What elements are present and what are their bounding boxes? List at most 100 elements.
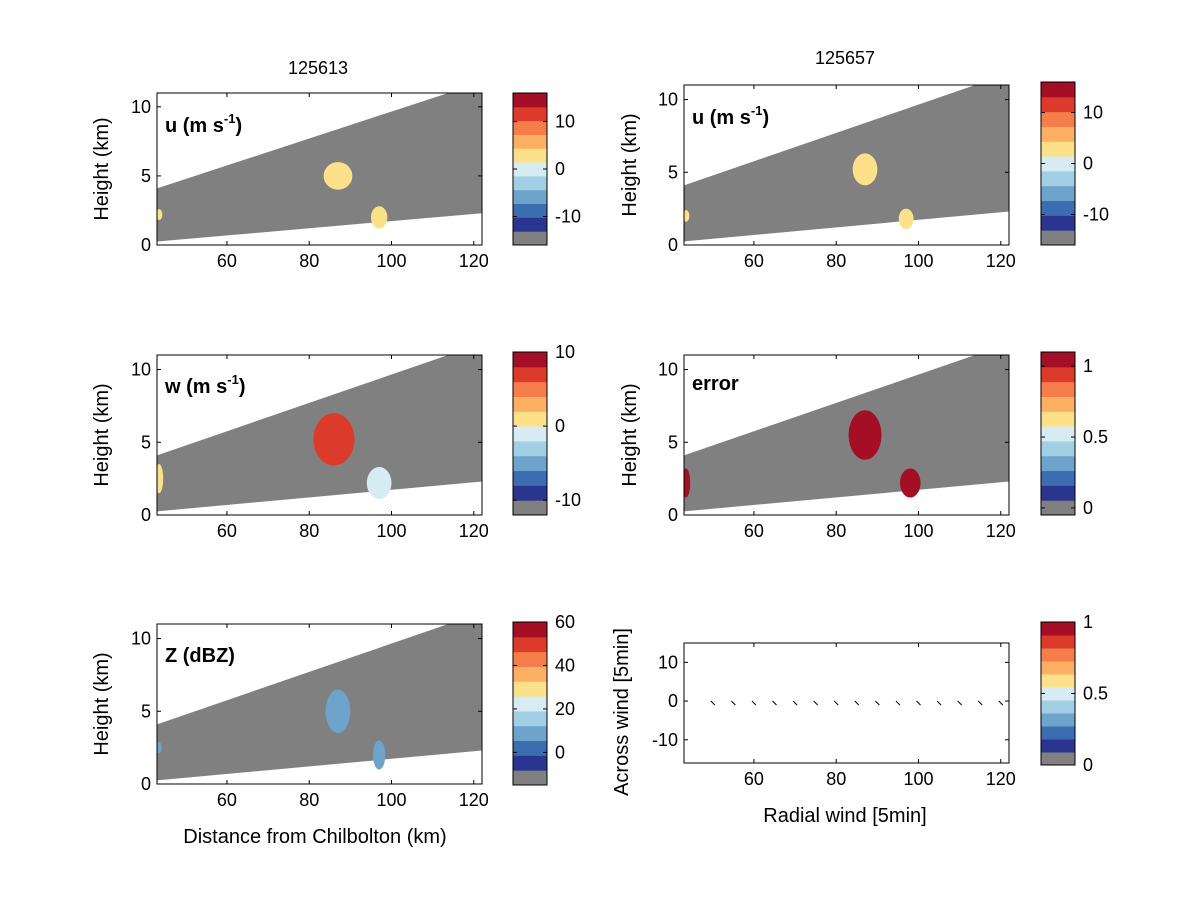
y-axis-label: Height (km) bbox=[91, 383, 113, 486]
y-tick-label: 5 bbox=[141, 432, 151, 452]
colorbar-swatch bbox=[513, 651, 547, 667]
colorbar-tick-label: 10 bbox=[1083, 103, 1103, 123]
colorbar-swatch bbox=[1041, 635, 1075, 649]
axes-frame bbox=[156, 623, 483, 785]
y-tick-label: 10 bbox=[658, 360, 678, 380]
wind-vector bbox=[710, 700, 716, 706]
x-tick-label: 120 bbox=[459, 251, 489, 271]
colorbar-swatch bbox=[513, 470, 547, 486]
scan-wedge bbox=[684, 355, 1009, 512]
colorbar-tick-label: 0 bbox=[555, 742, 565, 762]
colorbar-swatch bbox=[1041, 381, 1075, 397]
x-tick-label: 80 bbox=[826, 251, 846, 271]
colorbar-tick-label: 1 bbox=[1083, 356, 1093, 376]
y-axis-label: Across wind [5min] bbox=[611, 628, 633, 796]
echo-region bbox=[313, 413, 355, 466]
colorbar-tick-label: 10 bbox=[555, 112, 575, 132]
colorbar-tick-label: 40 bbox=[555, 655, 575, 675]
colorbar-swatch bbox=[513, 636, 547, 653]
x-tick-label: 60 bbox=[744, 521, 764, 541]
wind-vector bbox=[833, 700, 839, 706]
echo-region bbox=[157, 464, 164, 494]
axes-frame bbox=[156, 354, 483, 516]
colorbar-frame bbox=[512, 621, 548, 786]
colorbar-swatch bbox=[1041, 200, 1075, 216]
axes-frame bbox=[683, 84, 1010, 246]
colorbar: 10 0 -10 bbox=[512, 342, 581, 516]
colorbar-swatch bbox=[513, 411, 547, 427]
x-tick-label: 60 bbox=[217, 790, 237, 810]
variable-label: u (m s-1) bbox=[692, 103, 769, 129]
colorbar-swatch bbox=[1041, 426, 1075, 442]
colorbar-swatch bbox=[1041, 661, 1075, 675]
colorbar-swatch bbox=[513, 622, 547, 638]
y-tick-label: 10 bbox=[658, 90, 678, 110]
colorbar-tick-label: -10 bbox=[1083, 204, 1109, 224]
x-tick-label: 60 bbox=[744, 251, 764, 271]
plot-area: 60 80 100 120 0 5 10 bbox=[131, 623, 489, 810]
colorbar-swatch bbox=[1041, 713, 1075, 727]
panel-reflectivity: 60 80 100 120 0 5 10 Z (dBZ) Height (km) Dista… bbox=[91, 612, 575, 848]
wind-vector bbox=[772, 700, 777, 706]
panel-title: 125657 bbox=[815, 48, 875, 68]
colorbar-swatch bbox=[1041, 485, 1075, 501]
colorbar-swatch bbox=[1041, 352, 1075, 368]
colorbar-swatch bbox=[1041, 752, 1075, 766]
y-tick-label: 0 bbox=[668, 691, 678, 711]
colorbar-swatch bbox=[513, 120, 547, 135]
axes-frame bbox=[156, 92, 483, 246]
y-axis-label: Height (km) bbox=[91, 652, 113, 755]
wind-vector bbox=[875, 700, 880, 706]
plot-area: 60 80 100 120 0 5 10 bbox=[658, 84, 1016, 271]
colorbar-swatch bbox=[1041, 396, 1075, 412]
x-axis-label: Radial wind [5min] bbox=[763, 805, 926, 827]
colorbar-swatch bbox=[513, 455, 547, 472]
colorbar-tick-label: 1 bbox=[1083, 612, 1093, 632]
plot-area: 60 80 100 120 0 5 10 bbox=[131, 92, 489, 271]
plot-area: 60 80 100 120 0 5 10 bbox=[658, 354, 1016, 541]
echo-region bbox=[372, 740, 386, 770]
y-tick-label: 5 bbox=[141, 166, 151, 186]
x-axis-label: Distance from Chilbolton (km) bbox=[183, 826, 446, 848]
x-tick-label: 60 bbox=[217, 521, 237, 541]
echo-region bbox=[899, 468, 921, 498]
colorbar-swatch bbox=[1041, 230, 1075, 246]
wind-vector bbox=[895, 700, 901, 706]
colorbar-swatch bbox=[1041, 111, 1075, 127]
x-tick-label: 80 bbox=[826, 769, 846, 789]
colorbar-swatch bbox=[513, 134, 547, 149]
colorbar-tick-label: 0.5 bbox=[1083, 427, 1108, 447]
colorbar-swatch bbox=[513, 440, 547, 457]
colorbar-swatch bbox=[513, 485, 547, 501]
colorbar-swatch bbox=[1041, 366, 1075, 383]
echo-region bbox=[323, 162, 353, 190]
colorbar-swatch bbox=[1041, 96, 1075, 113]
colorbar-swatch bbox=[1041, 700, 1075, 714]
colorbar-swatch bbox=[513, 396, 547, 412]
x-tick-label: 60 bbox=[744, 769, 764, 789]
colorbar-swatch bbox=[1041, 739, 1075, 753]
colorbar-swatch bbox=[1041, 470, 1075, 486]
x-tick-label: 100 bbox=[903, 521, 933, 541]
colorbar-tick-label: 0.5 bbox=[1083, 684, 1108, 704]
colorbar-swatch bbox=[513, 203, 547, 218]
colorbar-tick-label: 20 bbox=[555, 699, 575, 719]
colorbar-swatch bbox=[513, 381, 547, 397]
colorbar-swatch bbox=[513, 189, 547, 205]
colorbar-swatch bbox=[513, 666, 547, 682]
x-tick-label: 60 bbox=[217, 251, 237, 271]
echo-region bbox=[898, 208, 914, 229]
scan-wedge bbox=[684, 85, 1009, 242]
variable-label: error bbox=[692, 373, 739, 395]
colorbar-swatch bbox=[1041, 687, 1075, 701]
colorbar: 60 40 20 0 bbox=[512, 612, 575, 786]
colorbar-swatch bbox=[1041, 411, 1075, 427]
axes-frame bbox=[683, 642, 1010, 764]
wind-vector bbox=[731, 700, 736, 706]
echo-region bbox=[848, 410, 882, 460]
x-tick-label: 120 bbox=[986, 521, 1016, 541]
echo-region bbox=[370, 206, 388, 229]
y-tick-label: 10 bbox=[131, 360, 151, 380]
echo-region bbox=[157, 209, 163, 221]
